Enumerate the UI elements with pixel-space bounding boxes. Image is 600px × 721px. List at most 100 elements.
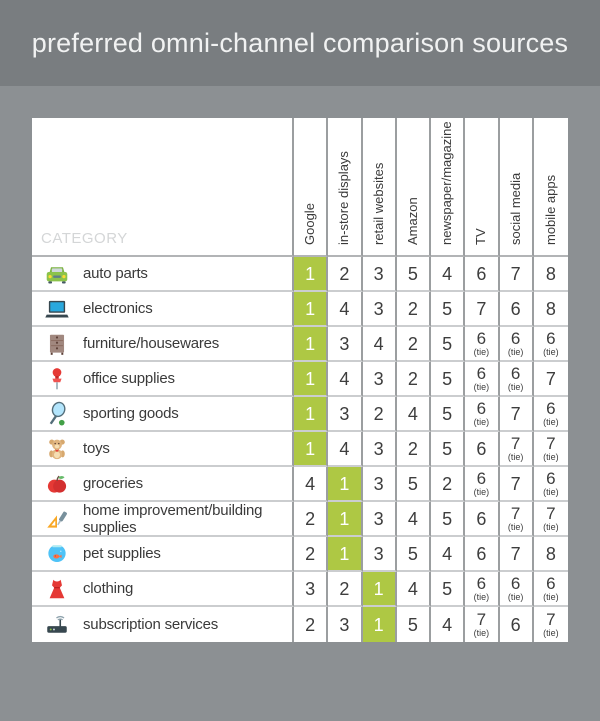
category-column-header: CATEGORY (32, 118, 294, 257)
rank-cell: 5 (431, 572, 466, 607)
rank-cell: 5 (431, 397, 466, 432)
rank-cell: 3 (362, 537, 397, 572)
rank-cell: 2 (294, 537, 329, 572)
rank-value: 3 (373, 298, 384, 319)
rank-value: 2 (305, 614, 316, 635)
page-title: preferred omni-channel comparison source… (31, 27, 569, 58)
rank-value: 7 (546, 433, 556, 453)
rank-value: 7 (510, 433, 521, 453)
tie-label: (tie) (543, 451, 559, 462)
rank-value: 4 (407, 403, 418, 424)
rank-cell: 1 (294, 292, 329, 327)
rank-cell: 5 (431, 292, 466, 327)
column-header-google: Google (294, 118, 329, 257)
column-header-social-media: social media (499, 118, 534, 257)
column-header-label: mobile apps (542, 174, 558, 245)
rank-cell: 6 (tie) (465, 362, 500, 397)
rank-value: 5 (407, 614, 418, 635)
rank-value: 6 (476, 398, 487, 418)
rank-cell: 6 (499, 607, 534, 642)
category-label: furniture/housewares (83, 335, 220, 352)
rank-value: 7 (510, 403, 521, 424)
rank-cell: 6 (465, 432, 500, 467)
rank-value: 2 (305, 508, 316, 529)
rank-cell: 7 (tie) (499, 432, 534, 467)
rank-value: 8 (545, 263, 556, 284)
column-header-label: TV (473, 228, 489, 245)
rank-cell: 6 (465, 502, 500, 537)
rank-value: 6 (510, 363, 521, 383)
rank-value: 5 (442, 403, 453, 424)
rank-cell: 1 (294, 257, 329, 292)
rank-cell: 2 (396, 292, 431, 327)
rank-value: 7 (546, 609, 556, 629)
rank-cell: 5 (396, 537, 431, 572)
rank-cell: 1 (362, 572, 397, 607)
rank-cell: 6 (tie) (499, 572, 534, 607)
ruler-knife-icon (44, 506, 70, 532)
car-icon (44, 261, 70, 287)
rank-value: 3 (373, 263, 384, 284)
rank-cell: 6 (tie) (465, 397, 500, 432)
rank-value: 7 (510, 543, 521, 564)
category-label: office supplies (83, 370, 175, 387)
column-header-label: Amazon (404, 197, 420, 245)
rank-value: 6 (546, 398, 556, 418)
rank-cell: 5 (431, 502, 466, 537)
rank-cell: 6 (tie) (465, 572, 500, 607)
rank-value: 3 (339, 333, 350, 354)
tie-label: (tie) (543, 521, 559, 532)
tie-label: (tie) (507, 381, 524, 392)
rank-value: 4 (442, 543, 453, 564)
category-cell-toys: toys (32, 432, 294, 467)
rank-value: 7 (476, 609, 487, 629)
rank-value: 7 (510, 503, 521, 523)
rank-cell: 5 (431, 432, 466, 467)
rank-cell: 6 (tie) (533, 467, 568, 502)
rank-cell: 4 (328, 362, 363, 397)
rank-value: 6 (476, 468, 487, 488)
rank-cell: 3 (362, 362, 397, 397)
comparison-table: CATEGORY Google in-store displays retail w… (32, 118, 568, 642)
rank-value: 7 (546, 503, 556, 523)
rank-value: 6 (510, 328, 521, 348)
rank-value: 2 (407, 298, 418, 319)
rank-value: 3 (373, 438, 384, 459)
rank-value: 5 (442, 298, 453, 319)
rank-value: 4 (373, 333, 384, 354)
column-header-label: newspaper/magazine (439, 121, 455, 245)
rank-value: 2 (339, 578, 350, 599)
rank-value: 2 (305, 543, 316, 564)
column-header-tv: TV (465, 118, 500, 257)
column-header-newspaper-magazine: newspaper/magazine (431, 118, 466, 257)
rank-cell: 1 (294, 362, 329, 397)
rank-cell: 3 (362, 292, 397, 327)
category-cell-pet-supplies: pet supplies (32, 537, 294, 572)
rank-value: 4 (407, 508, 418, 529)
rank-value: 6 (510, 614, 521, 635)
teddy-bear-icon (44, 436, 70, 462)
rank-value: 3 (373, 473, 384, 494)
rank-value: 2 (339, 263, 350, 284)
tie-label: (tie) (473, 346, 490, 357)
category-label: groceries (83, 475, 143, 492)
rank-value: 4 (442, 263, 453, 284)
column-header-label: Google (302, 203, 318, 245)
rank-cell: 6 (465, 537, 500, 572)
rank-cell: 5 (396, 607, 431, 642)
category-label: pet supplies (83, 545, 161, 562)
rank-value: 6 (546, 328, 556, 348)
rank-value: 5 (442, 438, 453, 459)
category-label: home improvement/building supplies (83, 501, 263, 536)
category-cell-office-supplies: office supplies (32, 362, 294, 397)
rank-cell: 6 (465, 257, 500, 292)
title-banner: preferred omni-channel comparison source… (0, 0, 600, 86)
rank-cell: 5 (431, 327, 466, 362)
rank-cell: 2 (362, 397, 397, 432)
tie-label: (tie) (473, 627, 490, 638)
rank-cell: 5 (396, 257, 431, 292)
rank-cell: 7 (533, 362, 568, 397)
category-label: toys (83, 440, 110, 457)
tie-label: (tie) (543, 416, 559, 427)
rank-value: 6 (476, 573, 487, 593)
